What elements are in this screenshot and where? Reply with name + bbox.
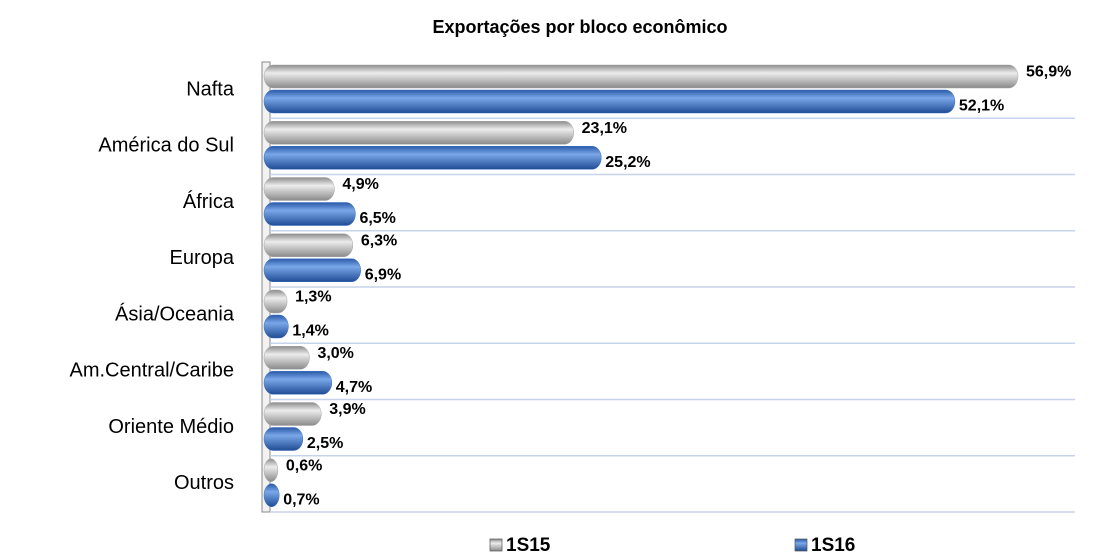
data-label: 52,1% bbox=[959, 98, 1004, 115]
data-label: 4,7% bbox=[336, 379, 372, 396]
legend-label: 1S15 bbox=[506, 535, 551, 556]
bar bbox=[263, 289, 288, 314]
bar bbox=[263, 371, 333, 395]
category-label: Ásia/Oceania bbox=[115, 302, 235, 325]
category-label: América do Sul bbox=[98, 135, 234, 157]
data-label: 1,3% bbox=[295, 289, 331, 306]
bar bbox=[263, 202, 356, 226]
data-label: 6,5% bbox=[359, 210, 395, 227]
bar bbox=[263, 314, 289, 339]
legend-swatch bbox=[794, 538, 808, 552]
data-label: 4,9% bbox=[342, 176, 378, 193]
data-label: 23,1% bbox=[582, 120, 627, 137]
data-label: 0,7% bbox=[283, 491, 319, 508]
category-label: África bbox=[183, 190, 235, 213]
bar bbox=[263, 483, 280, 507]
data-label: 25,2% bbox=[605, 154, 650, 171]
bar bbox=[263, 233, 354, 257]
chart-title: Exportações por bloco econômico bbox=[432, 17, 727, 37]
data-label: 3,0% bbox=[317, 345, 353, 362]
data-label: 3,9% bbox=[329, 401, 365, 418]
data-label: 2,5% bbox=[307, 435, 343, 452]
bar bbox=[263, 402, 322, 426]
data-label: 1,4% bbox=[292, 323, 328, 340]
bar bbox=[263, 89, 956, 114]
data-label: 56,9% bbox=[1026, 64, 1071, 81]
legend-label: 1S16 bbox=[811, 535, 855, 556]
bar bbox=[263, 146, 602, 170]
bar bbox=[263, 258, 361, 282]
bar bbox=[263, 458, 279, 482]
data-label: 0,6% bbox=[286, 457, 322, 474]
category-label: Am.Central/Caribe bbox=[69, 360, 234, 382]
bar bbox=[263, 121, 574, 145]
category-label: Europa bbox=[170, 247, 235, 269]
bar bbox=[263, 64, 1019, 89]
data-label: 6,9% bbox=[365, 266, 401, 283]
category-label: Outros bbox=[174, 472, 234, 494]
bar bbox=[263, 427, 304, 451]
bar bbox=[263, 346, 310, 370]
bar bbox=[263, 177, 335, 201]
legend-swatch bbox=[489, 538, 503, 552]
category-label: Nafta bbox=[186, 78, 235, 100]
data-label: 6,3% bbox=[361, 232, 397, 249]
category-label: Oriente Médio bbox=[108, 416, 234, 438]
